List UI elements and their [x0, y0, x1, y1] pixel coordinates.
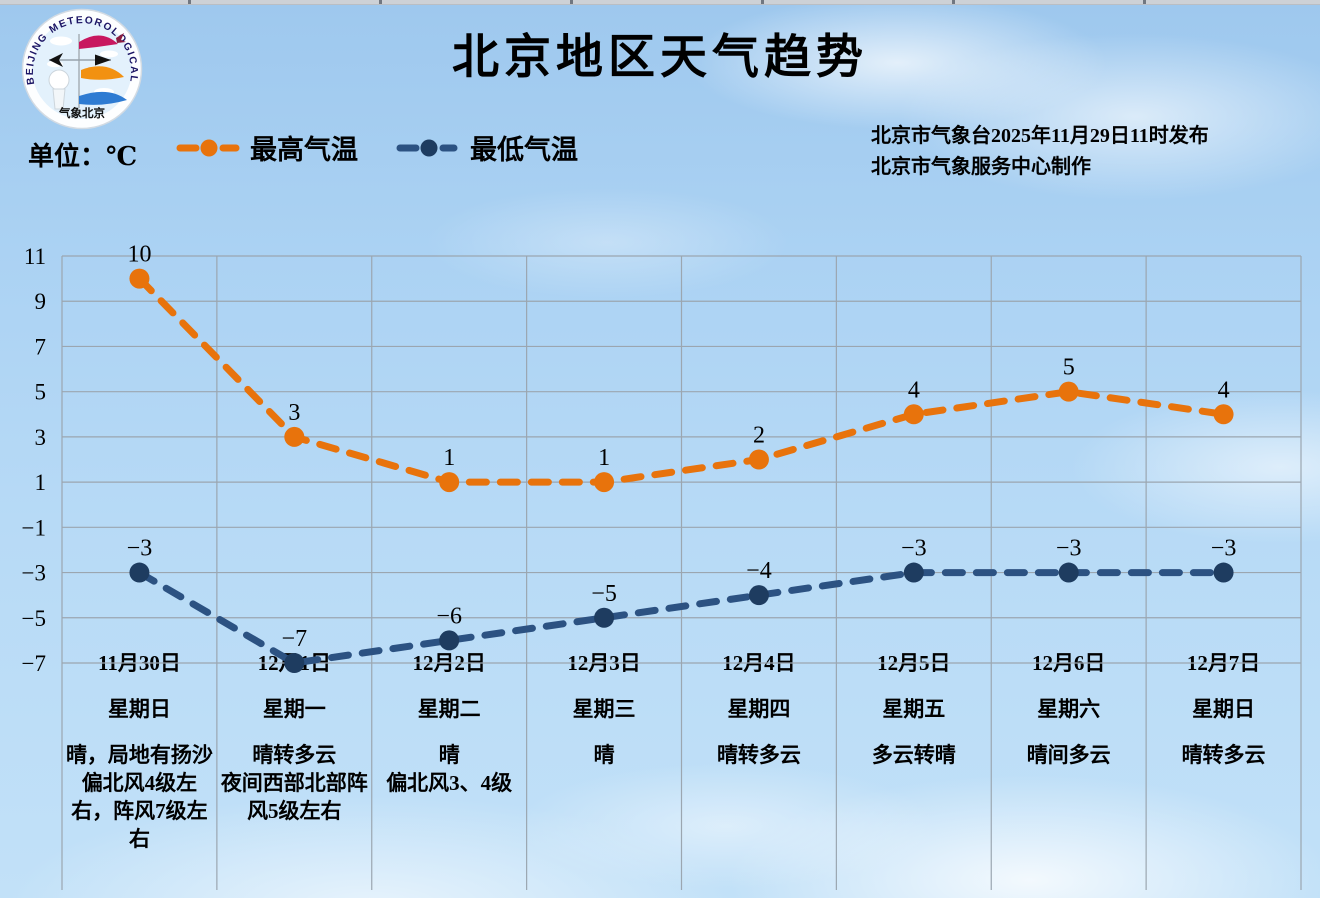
day-weekday: 星期四 — [727, 697, 791, 721]
svg-text:−7: −7 — [282, 626, 308, 652]
high-temp-line-swatch-icon — [176, 139, 240, 156]
low-temp-line-swatch-icon — [396, 139, 458, 156]
svg-text:4: 4 — [908, 377, 920, 403]
svg-text:11: 11 — [24, 244, 46, 269]
svg-text:1: 1 — [35, 470, 47, 495]
svg-text:−3: −3 — [22, 561, 46, 586]
day-weather: 晴 — [593, 743, 615, 767]
svg-text:5: 5 — [1063, 355, 1075, 381]
day-weather: 晴转多云 — [1181, 743, 1266, 767]
chart-legend: 最高气温 最低气温 — [176, 128, 578, 167]
legend-label-high: 最高气温 — [250, 135, 358, 165]
svg-text:4: 4 — [1218, 377, 1230, 403]
svg-text:−4: −4 — [746, 558, 772, 584]
svg-text:−5: −5 — [591, 581, 617, 607]
beijing-meteorological-service-logo: BEIJING METEOROLOGICAL SERVICE 气象北京 — [21, 8, 143, 130]
svg-text:10: 10 — [127, 242, 151, 268]
svg-text:7: 7 — [35, 334, 47, 359]
page-title: 北京地区天气趋势 — [452, 32, 868, 84]
svg-text:−3: −3 — [127, 536, 153, 562]
day-weather: 晴，局地有扬沙 偏北风4级左右，阵风7级左右 — [65, 743, 213, 851]
red-swoosh-icon — [79, 35, 118, 49]
day-weather: 多云转晴 — [871, 743, 956, 767]
legend-item-low: 最低气温 — [396, 128, 578, 167]
legend-item-high: 最高气温 — [176, 128, 358, 167]
svg-text:9: 9 — [35, 289, 47, 314]
day-weather: 晴 偏北风3、4级 — [386, 743, 513, 795]
issuer-info: 北京市气象台2025年11月29日11时发布 北京市气象服务中心制作 — [871, 121, 1301, 183]
svg-text:3: 3 — [288, 400, 300, 426]
day-weekday: 星期日 — [1192, 697, 1256, 721]
logo-bottom-text: 气象北京 — [58, 106, 105, 120]
day-weekday: 星期日 — [107, 697, 171, 721]
svg-text:5: 5 — [35, 380, 47, 405]
vane-arrow-icon — [95, 54, 111, 66]
day-column: 12月7日 星期日 晴转多云 — [1146, 648, 1301, 853]
vane-feather-icon — [49, 53, 63, 67]
day-column: 12月4日 星期四 晴转多云 — [682, 648, 837, 853]
day-weekday: 星期二 — [417, 697, 481, 721]
svg-text:2: 2 — [753, 423, 765, 449]
day-weekday: 星期六 — [1037, 697, 1101, 721]
day-weekday: 星期五 — [882, 697, 946, 721]
svg-text:1: 1 — [598, 445, 610, 471]
legend-label-low: 最低气温 — [470, 135, 578, 165]
radar-tower-icon — [52, 88, 66, 110]
svg-text:−3: −3 — [1056, 536, 1082, 562]
day-weather: 晴转多云 夜间西部北部阵风5级左右 — [220, 743, 368, 823]
svg-text:−1: −1 — [22, 515, 46, 540]
orange-swoosh-icon — [81, 66, 124, 80]
window-edge-strip — [0, 0, 1320, 5]
day-weekday: 星期三 — [572, 697, 636, 721]
day-weekday: 星期一 — [262, 697, 326, 721]
svg-text:−6: −6 — [436, 603, 462, 629]
day-weather: 晴间多云 — [1026, 743, 1111, 767]
svg-text:−3: −3 — [901, 536, 927, 562]
svg-text:3: 3 — [35, 425, 47, 450]
blue-swoosh-icon — [79, 91, 127, 105]
svg-text:−5: −5 — [22, 606, 46, 631]
svg-text:−3: −3 — [1211, 536, 1237, 562]
bird-icon — [116, 33, 126, 43]
svg-text:1: 1 — [443, 445, 455, 471]
issuer-line-2: 北京市气象服务中心制作 — [871, 156, 1091, 178]
unit-label: 单位：℃ — [28, 142, 138, 171]
svg-text:−7: −7 — [22, 651, 46, 676]
issuer-line-1: 北京市气象台2025年11月29日11时发布 — [871, 125, 1209, 147]
day-weather: 晴转多云 — [716, 743, 801, 767]
